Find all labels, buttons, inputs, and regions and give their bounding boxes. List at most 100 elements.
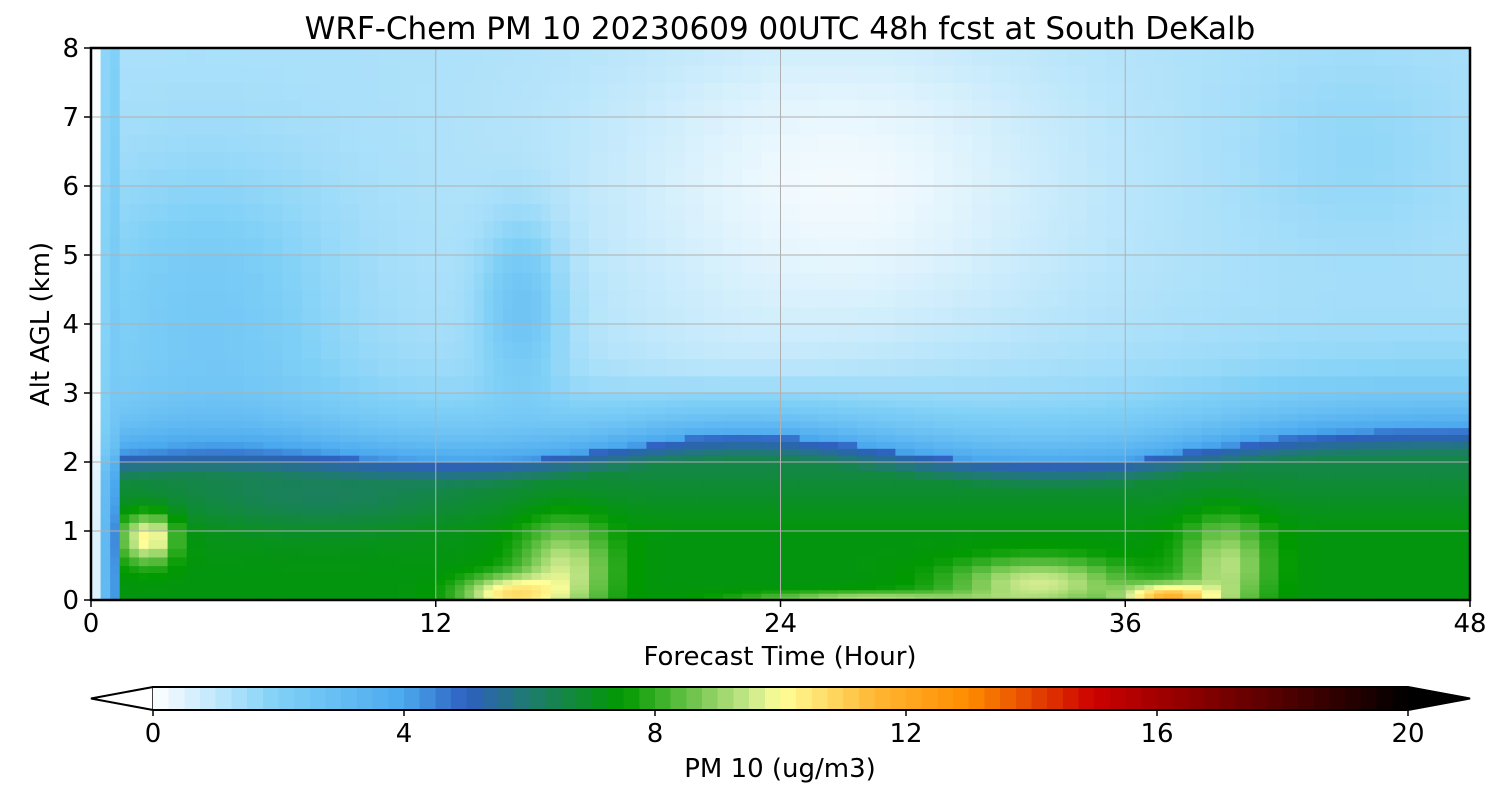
field-cell: [933, 572, 954, 580]
field-cell: [780, 203, 801, 222]
field-cell: [991, 48, 1011, 66]
field-cell: [569, 413, 590, 422]
field-cell: [1010, 393, 1021, 401]
field-cell: [972, 531, 992, 541]
field-cell: [665, 470, 686, 480]
field-cell: [129, 341, 140, 360]
field-cell: [1278, 99, 1299, 118]
field-cell: [857, 427, 877, 435]
field-cell: [1019, 358, 1031, 377]
field-cell: [359, 203, 379, 222]
field-cell: [1125, 496, 1136, 506]
field-cell: [502, 548, 513, 558]
field-cell: [1058, 531, 1069, 541]
field-cell: [397, 513, 418, 523]
field-cell: [359, 513, 379, 523]
field-cell: [723, 186, 743, 204]
field-cell: [876, 48, 897, 66]
field-cell: [1173, 565, 1184, 573]
field-cell: [225, 513, 245, 523]
field-cell: [895, 134, 916, 153]
field-cell: [512, 393, 523, 401]
field-cell: [723, 496, 743, 506]
field-cell: [895, 413, 916, 422]
field-cell: [837, 572, 858, 580]
field-cell: [483, 462, 494, 472]
field-cell: [1316, 589, 1337, 594]
field-cell: [895, 375, 916, 394]
field-cell: [464, 556, 475, 567]
field-cell: [1355, 448, 1375, 456]
field-cell: [1010, 399, 1021, 408]
field-cell: [1259, 341, 1280, 360]
field-cell: [541, 255, 552, 273]
field-cell: [1335, 596, 1356, 599]
field-cell: [991, 556, 1011, 567]
field-cell: [857, 505, 877, 515]
field-cell: [1412, 531, 1433, 541]
field-cell: [1058, 358, 1069, 377]
field-cell: [1221, 272, 1241, 291]
field-cell: [1335, 441, 1356, 449]
field-cell: [512, 496, 523, 506]
field-cell: [205, 579, 226, 586]
field-cell: [464, 220, 475, 239]
field-cell: [512, 289, 523, 308]
field-cell: [225, 579, 245, 586]
field-cell: [339, 579, 360, 586]
field-cell: [1029, 272, 1040, 291]
field-cell: [502, 487, 513, 498]
field-cell: [550, 434, 571, 442]
field-cell: [464, 539, 475, 549]
field-cell: [646, 406, 667, 415]
field-cell: [244, 496, 264, 506]
field-cell: [1144, 272, 1155, 291]
field-cell: [119, 572, 130, 580]
field-cell: [1125, 134, 1136, 153]
field-cell: [1393, 237, 1414, 256]
field-cell: [493, 448, 504, 456]
field-cell: [445, 565, 456, 573]
field-cell: [742, 479, 762, 489]
field-cell: [1316, 420, 1337, 429]
field-cell: [301, 596, 322, 599]
field-cell: [359, 134, 379, 153]
field-cell: [1048, 505, 1059, 515]
field-cell: [1374, 579, 1394, 586]
field-cell: [914, 272, 935, 291]
field-cell: [1431, 306, 1452, 325]
field-cell: [1039, 48, 1050, 66]
field-cell: [1010, 134, 1021, 153]
field-cell: [1019, 399, 1031, 408]
field-cell: [1393, 487, 1414, 498]
field-cell: [1335, 272, 1356, 291]
field-cell: [493, 289, 504, 308]
field-cell: [301, 306, 322, 325]
field-cell: [1173, 579, 1184, 586]
field-cell: [723, 462, 743, 472]
field-cell: [1125, 513, 1136, 523]
field-cell: [550, 448, 571, 456]
field-cell: [1106, 593, 1126, 598]
field-cell: [1431, 324, 1452, 342]
field-cell: [569, 589, 590, 594]
field-cell: [876, 99, 897, 118]
field-cell: [445, 596, 456, 599]
field-cell: [1144, 470, 1155, 480]
field-cell: [742, 99, 762, 118]
field-cell: [502, 48, 513, 66]
field-cell: [1048, 375, 1059, 394]
field-cell: [857, 531, 877, 541]
field-cell: [1450, 65, 1471, 84]
field-cell: [972, 548, 992, 558]
field-cell: [972, 220, 992, 239]
field-cell: [991, 531, 1011, 541]
field-cell: [521, 358, 533, 377]
field-cell: [588, 462, 609, 472]
field-cell: [588, 134, 609, 153]
field-cell: [483, 99, 494, 118]
field-cell: [483, 584, 494, 591]
field-cell: [454, 584, 466, 591]
field-cell: [1019, 406, 1031, 415]
field-cell: [1201, 448, 1222, 456]
